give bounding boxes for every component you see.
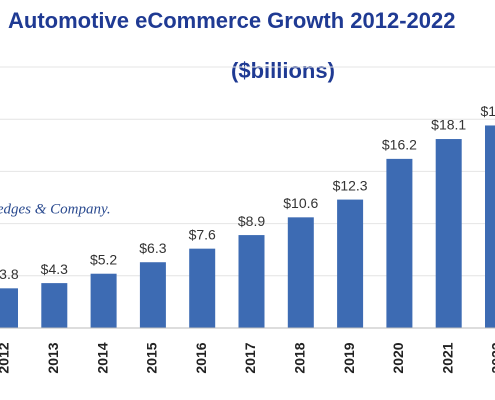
x-tick-label: 2022: [489, 342, 495, 373]
value-label: $4.3: [41, 261, 68, 277]
value-label: $19.4: [480, 103, 495, 119]
value-label: $3.8: [0, 266, 19, 282]
x-tick-label: 2020: [390, 342, 406, 373]
bar: [435, 139, 462, 328]
value-label: $8.9: [238, 213, 265, 229]
x-tick-label: 2016: [193, 342, 209, 373]
bar: [238, 235, 265, 328]
chart-subtitle: ($billions): [231, 58, 335, 83]
x-tick-label: 2014: [94, 342, 110, 373]
bar: [0, 288, 18, 328]
value-label: $7.6: [189, 226, 216, 242]
x-tick-label: 2012: [0, 342, 12, 373]
watermark: Hedges & Company.: [0, 201, 111, 217]
bar: [485, 125, 495, 329]
value-label: $18.1: [431, 117, 466, 133]
bar: [386, 158, 413, 328]
value-label: $16.2: [382, 137, 417, 153]
bar: [287, 217, 314, 328]
x-tick-label: 2013: [45, 342, 61, 373]
bar: [189, 248, 216, 328]
x-tick-label: 2021: [439, 342, 455, 373]
value-label: $6.3: [139, 240, 166, 256]
value-label: $10.6: [283, 195, 318, 211]
bar: [337, 199, 364, 328]
x-tick-label: 2017: [242, 342, 258, 373]
bar: [41, 283, 68, 328]
bar: [139, 262, 166, 328]
x-tick-label: 2015: [144, 342, 160, 373]
bar: [90, 273, 117, 328]
value-label: $5.2: [90, 251, 117, 267]
chart-title: Automotive eCommerce Growth 2012-2022: [8, 8, 456, 33]
value-label: $12.3: [333, 177, 368, 193]
x-tick-label: 2018: [292, 342, 308, 373]
x-tick-label: 2019: [341, 342, 357, 373]
